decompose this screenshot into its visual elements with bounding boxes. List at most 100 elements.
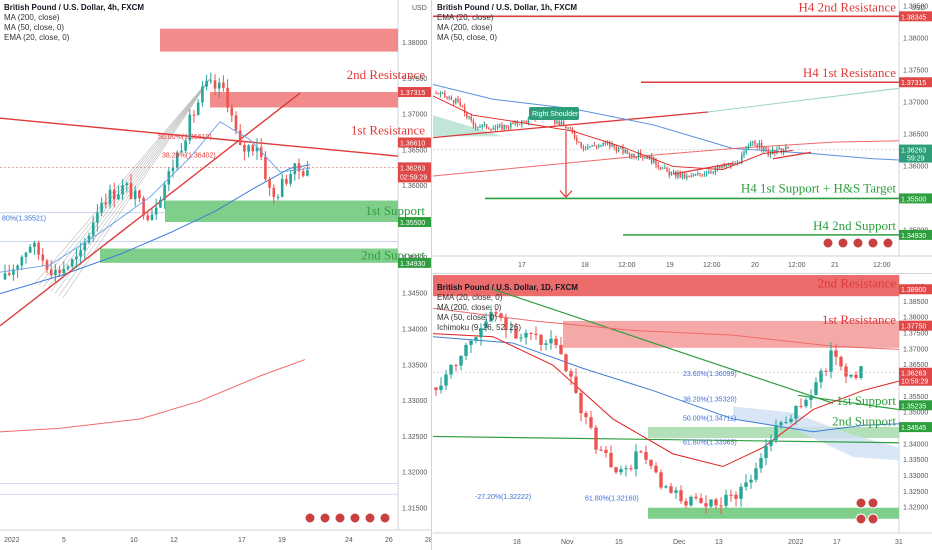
- candle-body: [726, 165, 728, 166]
- candle-body: [247, 145, 250, 151]
- candle-body: [605, 143, 607, 144]
- candle-body: [218, 83, 221, 89]
- ma50-line: [433, 84, 899, 160]
- fib-label: -27.20%(1.32222): [475, 494, 531, 501]
- candle-body: [761, 143, 763, 150]
- time-tick: 12: [170, 537, 178, 544]
- time-tick: 2022: [788, 539, 804, 546]
- price-tick: 1.36500: [903, 131, 928, 138]
- candle-body: [635, 157, 637, 158]
- time-tick: 12:00: [873, 262, 891, 269]
- candle-body: [130, 183, 133, 199]
- countdown-tag: 59:29: [907, 156, 925, 163]
- candle-body: [544, 343, 547, 344]
- price-tick: 1.37500: [402, 76, 427, 83]
- candle-body: [501, 125, 503, 129]
- event-flag-icon: [868, 498, 878, 508]
- legend-title-4h: British Pound / U.S. Dollar, 4h, FXCM: [4, 3, 144, 13]
- candle-body: [285, 179, 288, 184]
- candle-body: [684, 501, 687, 505]
- candle-body: [243, 145, 246, 151]
- candle-body: [689, 497, 692, 506]
- candle-body: [664, 486, 667, 487]
- candle-body: [589, 147, 591, 148]
- time-tick: 24: [345, 537, 353, 544]
- candle-body: [649, 460, 652, 466]
- candle-body: [644, 452, 647, 460]
- candle-body: [506, 125, 508, 127]
- time-tick: 26: [385, 537, 393, 544]
- time-tick: 13: [715, 539, 723, 546]
- support-trend-line: [673, 163, 733, 174]
- candle-body: [690, 176, 692, 177]
- candle-body: [184, 140, 187, 150]
- legend-line-ma200: MA (200, close): [4, 13, 144, 23]
- candle-body: [495, 128, 497, 129]
- candle-body: [596, 146, 598, 147]
- candle-body: [439, 386, 442, 390]
- chart-panel-4h[interactable]: 2nd Resistance 1st Resistance 1st Support 2…: [0, 0, 432, 550]
- candle-body: [660, 167, 662, 169]
- event-flag-icon: [856, 498, 866, 508]
- price-tag-1st-resistance: 1.36610: [400, 141, 425, 148]
- candle-body: [629, 468, 632, 469]
- candle-body: [16, 266, 19, 270]
- candle-body: [499, 125, 501, 126]
- candle-body: [264, 157, 267, 179]
- candle-body: [446, 97, 448, 98]
- candle-body: [273, 188, 276, 197]
- candle-body: [729, 495, 732, 496]
- ma200-line: [433, 141, 899, 176]
- candle-body: [779, 422, 782, 425]
- candle-body: [523, 121, 525, 122]
- candle-body: [682, 174, 684, 177]
- event-flag-icon: [335, 513, 345, 523]
- chart-panel-1h[interactable]: Right Shoulder H4 2nd Resistance H4 1st Re…: [433, 0, 932, 274]
- candle-body: [197, 103, 200, 115]
- candle-body: [486, 124, 488, 128]
- candle-body: [701, 174, 703, 175]
- candle-body: [794, 406, 797, 419]
- candle-body: [772, 150, 774, 154]
- event-flag-icon: [350, 513, 360, 523]
- candle-body: [453, 100, 455, 103]
- candle-body: [634, 451, 637, 469]
- candle-body: [33, 243, 36, 247]
- candle-body: [529, 333, 532, 334]
- support-zone-2: [648, 427, 899, 438]
- candle-body: [743, 153, 745, 155]
- price-tick: 1.36500: [402, 147, 427, 154]
- chart-panel-1d[interactable]: 23.60%(1.36099) 38.20%(1.35320) 50.00%(1.3…: [433, 275, 932, 550]
- chart-canvas-4h[interactable]: 2nd Resistance 1st Resistance 1st Support 2…: [0, 0, 432, 550]
- zone-label-1st-support: 1st Support: [365, 203, 425, 218]
- countdown-tag: 10:59:29: [901, 379, 928, 386]
- candle-body: [666, 168, 668, 171]
- candle-body: [583, 147, 585, 149]
- candle-body: [96, 212, 99, 222]
- candle-body: [785, 147, 787, 150]
- candle-body: [633, 154, 635, 157]
- candle-body: [750, 142, 752, 146]
- candle-body: [503, 125, 505, 129]
- time-tick: 12:00: [703, 262, 721, 269]
- candle-body: [734, 495, 737, 499]
- candle-body: [754, 141, 756, 144]
- candle-body: [712, 172, 714, 173]
- candle-body: [92, 222, 95, 235]
- price-tag-h4-2nd-support: 1.34930: [901, 233, 926, 240]
- time-tick: 28: [425, 537, 432, 544]
- legend-1h: British Pound / U.S. Dollar, 1h, FXCM EM…: [437, 3, 577, 43]
- candle-body: [437, 93, 439, 94]
- candle-body: [769, 440, 772, 446]
- time-tick: 5: [62, 537, 66, 544]
- legend-1d: British Pound / U.S. Dollar, 1D, FXCM EM…: [437, 283, 578, 333]
- legend-line-ema20: EMA (20, close, 0): [4, 33, 144, 43]
- candle-body: [759, 458, 762, 468]
- candle-body: [859, 366, 862, 378]
- candle-body: [163, 185, 166, 200]
- candle-body: [302, 171, 305, 176]
- candle-body: [105, 203, 108, 205]
- legend-title-1d: British Pound / U.S. Dollar, 1D, FXCM: [437, 283, 578, 293]
- candle-body: [554, 339, 557, 345]
- candle-body: [677, 174, 679, 177]
